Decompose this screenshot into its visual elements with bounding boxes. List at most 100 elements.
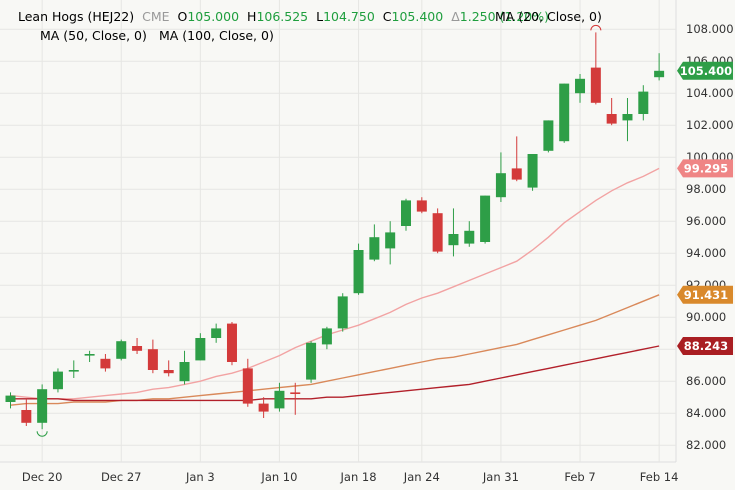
candle-body	[369, 237, 380, 260]
candle[interactable]	[290, 382, 301, 415]
candle[interactable]	[654, 53, 665, 81]
candle-body	[495, 173, 506, 198]
last-price-badge-bg	[677, 61, 733, 80]
candle-body	[179, 362, 190, 382]
candle[interactable]	[52, 368, 63, 393]
candle[interactable]	[448, 208, 459, 257]
candle[interactable]	[147, 339, 158, 374]
candle-body	[527, 154, 538, 188]
x-tick-label: Jan 10	[260, 470, 297, 484]
y-tick-label: 108.000	[686, 22, 734, 36]
legend-open-label: O	[178, 9, 188, 24]
candle[interactable]	[116, 339, 127, 361]
ma20-badge: 99.295	[677, 159, 733, 178]
candle[interactable]	[543, 120, 554, 153]
candle-body	[606, 114, 617, 124]
candle[interactable]	[511, 136, 522, 182]
candle-body	[21, 410, 32, 423]
x-tick-label: Jan 18	[340, 470, 377, 484]
candle[interactable]	[68, 360, 79, 378]
legend-ma20[interactable]: MA (20, Close, 0)	[495, 9, 602, 24]
candle[interactable]	[84, 350, 95, 362]
last-price-badge: 105.400	[677, 61, 733, 80]
candle-body	[68, 370, 79, 372]
candle[interactable]	[37, 384, 48, 430]
low-marker	[36, 431, 48, 437]
candle-body	[226, 323, 237, 362]
legend-row-1: Lean Hogs (HEJ22) CME O105.000 H106.525 …	[18, 9, 549, 24]
candles[interactable]	[5, 32, 665, 430]
x-tick-label: Dec 20	[22, 470, 63, 484]
high-low-markers	[36, 24, 602, 437]
legend-close-value: 105.400	[392, 9, 444, 24]
candle[interactable]	[416, 197, 427, 214]
candle[interactable]	[242, 358, 253, 407]
candle-body	[480, 195, 491, 242]
candle[interactable]	[100, 354, 111, 372]
candle[interactable]	[321, 326, 332, 350]
candle[interactable]	[480, 195, 491, 244]
legend-close-label: C	[383, 9, 392, 24]
legend-change-value: 1.250 (1.20%)	[460, 9, 549, 24]
candle[interactable]	[495, 152, 506, 202]
candle[interactable]	[211, 323, 222, 343]
candle[interactable]	[590, 32, 601, 105]
candle[interactable]	[575, 74, 586, 103]
candle[interactable]	[401, 198, 411, 231]
candle-body	[211, 328, 222, 338]
candle[interactable]	[195, 333, 206, 361]
candle[interactable]	[163, 360, 174, 377]
candle[interactable]	[432, 208, 443, 254]
ma50-badge-bg	[677, 285, 733, 304]
candle[interactable]	[622, 98, 633, 142]
x-tick-label: Dec 27	[101, 470, 142, 484]
candle[interactable]	[306, 341, 317, 383]
candle[interactable]	[179, 350, 190, 385]
candle[interactable]	[638, 85, 649, 121]
legend-ma100[interactable]: MA (100, Close, 0)	[159, 28, 274, 43]
candle[interactable]	[606, 98, 617, 126]
ma20-badge-text: 99.295	[684, 161, 728, 175]
y-tick-label: 90.000	[686, 310, 726, 324]
candle[interactable]	[258, 397, 269, 418]
x-tick-label: Jan 24	[403, 470, 440, 484]
candle[interactable]	[274, 382, 285, 412]
candle[interactable]	[464, 221, 475, 247]
legend-ma50[interactable]: MA (50, Close, 0)	[40, 28, 147, 43]
candle-body	[401, 200, 411, 226]
x-tick-label: Jan 3	[185, 470, 215, 484]
high-marker	[590, 24, 602, 31]
legend-low-label: L	[316, 9, 323, 24]
candle[interactable]	[337, 293, 348, 332]
candle-body	[464, 230, 475, 244]
candle-body	[37, 389, 48, 423]
candle[interactable]	[527, 154, 538, 191]
candle-body	[416, 200, 427, 212]
ma100-badge-bg	[677, 337, 733, 355]
candle[interactable]	[5, 392, 16, 409]
candle[interactable]	[385, 221, 396, 265]
candle[interactable]	[369, 224, 380, 262]
candle[interactable]	[559, 83, 570, 143]
legend-symbol: Lean Hogs (HEJ22)	[18, 9, 134, 24]
candle-body	[590, 67, 601, 103]
candle-body	[147, 349, 158, 370]
candle-body	[84, 354, 95, 356]
candle-body	[353, 250, 364, 294]
candle-body	[100, 358, 111, 369]
candle[interactable]	[226, 322, 237, 366]
candle-body	[132, 346, 143, 351]
ma20-line	[10, 167, 660, 400]
ma100-badge-text: 88.243	[684, 339, 728, 353]
candle-body	[448, 234, 459, 246]
legend-change-label: Δ	[451, 9, 460, 24]
candle[interactable]	[353, 243, 364, 295]
legend-high-value: 106.525	[256, 9, 308, 24]
candle[interactable]	[132, 338, 143, 354]
time-axis[interactable]: Dec 20 Dec 27 Jan 3 Jan 10 Jan 18 Jan 24 Jan 3…	[22, 470, 679, 484]
last-price-badge-text: 105.400	[680, 64, 732, 78]
candle[interactable]	[21, 398, 32, 426]
